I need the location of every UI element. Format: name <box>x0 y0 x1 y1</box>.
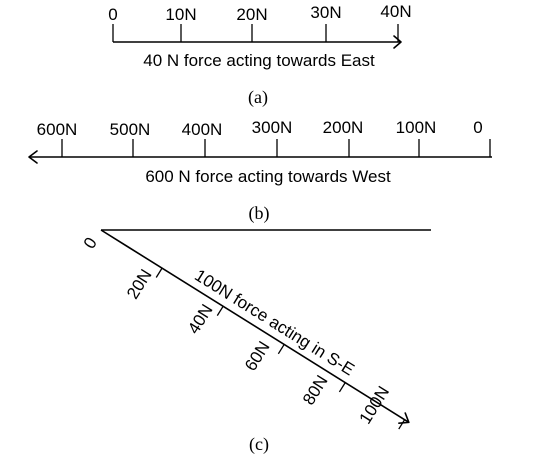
panel-a-tick-label: 20N <box>236 5 267 24</box>
panel-a-arrowhead <box>393 35 402 49</box>
panel-a-tick-label: 0 <box>108 5 117 24</box>
panel-b-tick-label: 100N <box>396 118 437 137</box>
panel-c-letter: (c) <box>249 434 269 455</box>
panel-b-tick-label: 600N <box>37 120 78 139</box>
panel-a-tick-label: 30N <box>310 3 341 22</box>
panel-b-tick-label: 300N <box>252 118 293 137</box>
panel-a-tick-label: 40N <box>380 2 411 21</box>
panel-c-tick-20 <box>155 267 163 278</box>
panel-a: 0 10N 20N 30N 40N 40 N force acting towa… <box>108 2 411 108</box>
panel-c-tick-40 <box>216 305 224 316</box>
panel-b-arrowhead <box>28 150 38 164</box>
panel-b-tick-label: 0 <box>473 118 482 137</box>
panel-a-caption: 40 N force acting towards East <box>143 51 375 70</box>
panel-c: 100N force acting in S-E 0 20N 40N 60N 8… <box>80 229 431 455</box>
panel-b: 600N 500N 400N 300N 200N 100N 0 600 N fo… <box>28 118 492 224</box>
panel-b-tick-label: 200N <box>323 118 364 137</box>
panel-c-tick-label: 0 <box>80 234 101 252</box>
panel-c-tick-100 <box>398 419 406 430</box>
panel-c-axis <box>100 229 409 423</box>
panel-a-letter: (a) <box>248 87 268 108</box>
panel-c-tick-label: 100N <box>356 383 394 428</box>
panel-b-caption: 600 N force acting towards West <box>145 167 391 186</box>
panel-b-tick-label: 400N <box>182 120 223 139</box>
panel-c-tick-80 <box>338 382 346 393</box>
panel-b-tick-label: 500N <box>110 120 151 139</box>
panel-c-tick-label: 20N <box>123 266 156 303</box>
panel-a-tick-label: 10N <box>165 5 196 24</box>
panel-c-tick-60 <box>277 344 285 355</box>
panel-c-caption: 100N force acting in S-E <box>191 266 357 380</box>
panel-c-tick-label: 60N <box>241 338 274 375</box>
panel-c-tick-label: 40N <box>184 301 217 338</box>
panel-b-letter: (b) <box>249 203 270 224</box>
panel-c-tick-label: 80N <box>299 372 332 409</box>
